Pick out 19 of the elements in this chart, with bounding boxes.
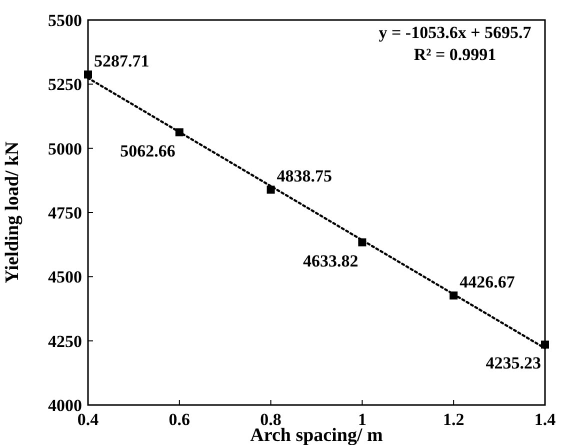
data-label: 4633.82 [302,251,358,270]
data-label: 4235.23 [486,354,541,373]
y-tick-label: 5500 [48,11,82,30]
y-axis-title: Yielding load/ kN [2,141,23,284]
annotation: R² = 0.9991 [414,45,496,64]
data-label: 4426.67 [460,272,516,292]
y-tick-label: 4250 [48,332,82,351]
x-tick-label: 1.4 [534,410,556,429]
data-label: 5062.66 [120,141,176,160]
data-label: 4838.75 [276,166,332,186]
y-tick-label: 5000 [48,139,82,158]
point [84,70,92,78]
x-tick-label: 1.2 [442,410,464,429]
data-label: 5287.71 [94,51,150,70]
y-tick-label: 4500 [48,268,82,287]
annotation: y = -1053.6x + 5695.7 [378,23,532,42]
y-tick-label: 4750 [48,204,82,222]
y-tick-label: 5250 [48,75,82,94]
x-tick-label: 0.6 [168,410,190,429]
